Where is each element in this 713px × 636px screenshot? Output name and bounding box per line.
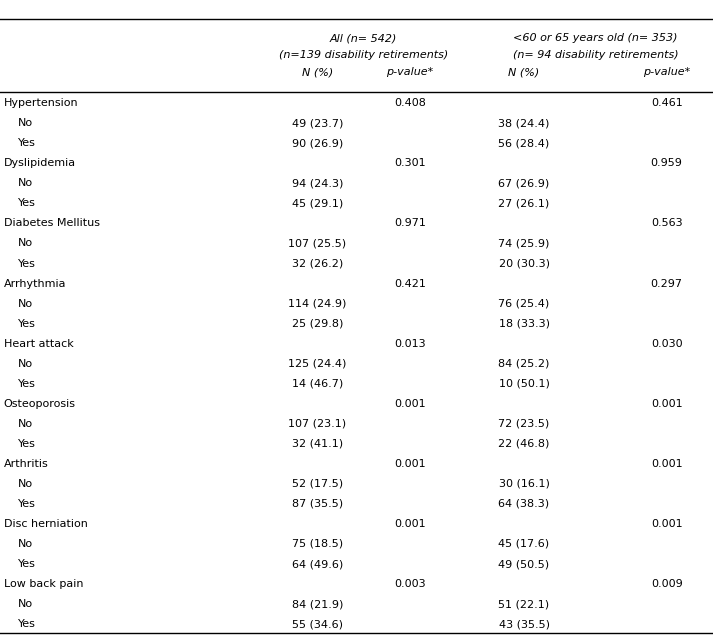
Text: 87 (35.5): 87 (35.5) <box>292 499 343 509</box>
Text: 0.301: 0.301 <box>394 158 426 169</box>
Text: 27 (26.1): 27 (26.1) <box>498 198 550 209</box>
Text: 67 (26.9): 67 (26.9) <box>498 178 550 188</box>
Text: Low back pain: Low back pain <box>4 579 83 589</box>
Text: N (%): N (%) <box>508 67 540 78</box>
Text: 0.461: 0.461 <box>651 98 682 108</box>
Text: 76 (25.4): 76 (25.4) <box>498 298 550 308</box>
Text: 51 (22.1): 51 (22.1) <box>498 599 550 609</box>
Text: 84 (25.2): 84 (25.2) <box>498 359 550 369</box>
Text: Yes: Yes <box>18 258 36 268</box>
Text: 0.013: 0.013 <box>394 338 426 349</box>
Text: 107 (23.1): 107 (23.1) <box>288 418 347 429</box>
Text: 30 (16.1): 30 (16.1) <box>498 479 550 489</box>
Text: 43 (35.5): 43 (35.5) <box>498 619 550 629</box>
Text: 75 (18.5): 75 (18.5) <box>292 539 343 549</box>
Text: No: No <box>18 599 33 609</box>
Text: 14 (46.7): 14 (46.7) <box>292 378 343 389</box>
Text: 0.009: 0.009 <box>651 579 682 589</box>
Text: Diabetes Mellitus: Diabetes Mellitus <box>4 218 100 228</box>
Text: Yes: Yes <box>18 559 36 569</box>
Text: 0.297: 0.297 <box>651 279 682 289</box>
Text: Yes: Yes <box>18 319 36 329</box>
Text: 64 (38.3): 64 (38.3) <box>498 499 550 509</box>
Text: Yes: Yes <box>18 439 36 449</box>
Text: 0.001: 0.001 <box>394 519 426 529</box>
Text: Yes: Yes <box>18 378 36 389</box>
Text: p-value*: p-value* <box>643 67 690 78</box>
Text: 0.421: 0.421 <box>394 279 426 289</box>
Text: 107 (25.5): 107 (25.5) <box>288 238 347 249</box>
Text: 45 (29.1): 45 (29.1) <box>292 198 343 209</box>
Text: 0.001: 0.001 <box>651 399 682 409</box>
Text: 0.971: 0.971 <box>394 218 426 228</box>
Text: Yes: Yes <box>18 198 36 209</box>
Text: Yes: Yes <box>18 499 36 509</box>
Text: Yes: Yes <box>18 619 36 629</box>
Text: 64 (49.6): 64 (49.6) <box>292 559 343 569</box>
Text: 94 (24.3): 94 (24.3) <box>292 178 343 188</box>
Text: 45 (17.6): 45 (17.6) <box>498 539 550 549</box>
Text: Hypertension: Hypertension <box>4 98 78 108</box>
Text: 0.959: 0.959 <box>651 158 682 169</box>
Text: All (n= 542): All (n= 542) <box>330 33 397 43</box>
Text: Arrhythmia: Arrhythmia <box>4 279 66 289</box>
Text: 20 (30.3): 20 (30.3) <box>498 258 550 268</box>
Text: 49 (23.7): 49 (23.7) <box>292 118 343 128</box>
Text: 0.003: 0.003 <box>394 579 426 589</box>
Text: 0.001: 0.001 <box>394 459 426 469</box>
Text: Yes: Yes <box>18 138 36 148</box>
Text: 90 (26.9): 90 (26.9) <box>292 138 343 148</box>
Text: No: No <box>18 118 33 128</box>
Text: Heart attack: Heart attack <box>4 338 73 349</box>
Text: 38 (24.4): 38 (24.4) <box>498 118 550 128</box>
Text: No: No <box>18 418 33 429</box>
Text: 0.001: 0.001 <box>394 399 426 409</box>
Text: No: No <box>18 479 33 489</box>
Text: No: No <box>18 298 33 308</box>
Text: 84 (21.9): 84 (21.9) <box>292 599 343 609</box>
Text: (n= 94 disability retirements): (n= 94 disability retirements) <box>513 50 678 60</box>
Text: p-value*: p-value* <box>386 67 434 78</box>
Text: Osteoporosis: Osteoporosis <box>4 399 76 409</box>
Text: 52 (17.5): 52 (17.5) <box>292 479 343 489</box>
Text: Dyslipidemia: Dyslipidemia <box>4 158 76 169</box>
Text: 114 (24.9): 114 (24.9) <box>288 298 347 308</box>
Text: 49 (50.5): 49 (50.5) <box>498 559 550 569</box>
Text: 56 (28.4): 56 (28.4) <box>498 138 550 148</box>
Text: 32 (26.2): 32 (26.2) <box>292 258 343 268</box>
Text: 72 (23.5): 72 (23.5) <box>498 418 550 429</box>
Text: N (%): N (%) <box>302 67 333 78</box>
Text: 125 (24.4): 125 (24.4) <box>288 359 347 369</box>
Text: No: No <box>18 238 33 249</box>
Text: (n=139 disability retirements): (n=139 disability retirements) <box>279 50 448 60</box>
Text: 18 (33.3): 18 (33.3) <box>498 319 550 329</box>
Text: No: No <box>18 178 33 188</box>
Text: 0.001: 0.001 <box>651 519 682 529</box>
Text: 55 (34.6): 55 (34.6) <box>292 619 343 629</box>
Text: 32 (41.1): 32 (41.1) <box>292 439 343 449</box>
Text: 22 (46.8): 22 (46.8) <box>498 439 550 449</box>
Text: No: No <box>18 539 33 549</box>
Text: Disc herniation: Disc herniation <box>4 519 88 529</box>
Text: 0.030: 0.030 <box>651 338 682 349</box>
Text: 10 (50.1): 10 (50.1) <box>498 378 550 389</box>
Text: No: No <box>18 359 33 369</box>
Text: 0.563: 0.563 <box>651 218 682 228</box>
Text: <60 or 65 years old (n= 353): <60 or 65 years old (n= 353) <box>513 33 677 43</box>
Text: 0.001: 0.001 <box>651 459 682 469</box>
Text: Arthritis: Arthritis <box>4 459 48 469</box>
Text: 25 (29.8): 25 (29.8) <box>292 319 343 329</box>
Text: 74 (25.9): 74 (25.9) <box>498 238 550 249</box>
Text: 0.408: 0.408 <box>394 98 426 108</box>
